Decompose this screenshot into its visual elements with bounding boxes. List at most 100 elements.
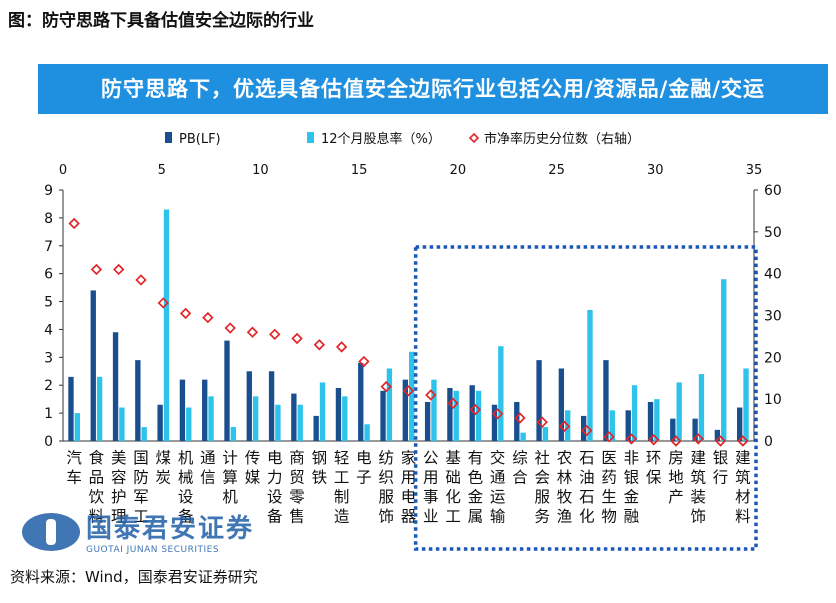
point-pb-percentile <box>224 322 236 334</box>
category-label: 通信 <box>200 449 216 487</box>
category-label: 商贸零售 <box>289 449 305 526</box>
top-axis-tick-label: 35 <box>746 163 763 178</box>
category-label: 公用事业 <box>423 449 439 526</box>
category-label: 计算机 <box>222 449 238 506</box>
bar-dividend <box>208 396 214 441</box>
point-pb-percentile <box>491 408 504 420</box>
highlight-box <box>413 245 758 551</box>
category-label: 食品饮料 <box>89 449 105 526</box>
category-label: 有色金属 <box>468 449 484 526</box>
point-pb-percentile <box>90 263 103 276</box>
left-axis-tick-label: 9 <box>44 183 53 199</box>
point-pb-percentile <box>647 434 660 446</box>
bar-dividend <box>631 385 638 441</box>
category-label: 汽车 <box>66 449 82 487</box>
bar-pb <box>179 379 186 441</box>
point-pb-percentile <box>402 385 415 397</box>
category-label: 电力设备 <box>267 449 283 526</box>
company-logo: 国泰君安证券 GUOTAI JUNAN SECURITIES <box>22 508 254 555</box>
point-pb-percentile <box>737 435 749 447</box>
point-pb-percentile <box>202 311 214 324</box>
bar-pb <box>491 404 498 441</box>
category-label: 轻工制造 <box>334 449 350 526</box>
point-pb-percentile <box>113 263 125 276</box>
right-axis-tick-label: 60 <box>764 183 782 199</box>
bar-pb <box>135 360 141 441</box>
bar-pb <box>424 401 431 441</box>
top-axis-tick-label: 0 <box>59 163 67 178</box>
top-axis-tick-label: 30 <box>647 163 664 178</box>
category-label: 美容护理 <box>111 449 127 526</box>
bar-dividend <box>498 346 504 441</box>
bar-dividend <box>587 309 593 441</box>
bar-pb <box>112 332 119 441</box>
bar-pb <box>670 418 676 441</box>
point-pb-percentile <box>291 332 303 345</box>
top-axis-tick-label: 5 <box>158 163 166 178</box>
bar-dividend <box>297 404 303 441</box>
bar-pb <box>692 418 698 441</box>
category-label: 传媒 <box>245 449 261 487</box>
right-axis-tick-label: 50 <box>764 225 782 241</box>
category-label: 环保 <box>646 449 662 487</box>
category-label: 非银金融 <box>624 449 640 526</box>
category-label: 房地产 <box>668 449 684 506</box>
left-axis-tick-label: 7 <box>44 239 53 255</box>
bar-pb <box>68 376 74 441</box>
category-label: 建筑装饰 <box>691 449 707 526</box>
bar-dividend <box>520 432 526 441</box>
bar-dividend <box>319 382 326 441</box>
bar-dividend <box>275 404 281 441</box>
chart: PB(LF) 12个月股息率（%） 市净率历史分位数（右轴）0 5 10 15 20 25 30… <box>44 131 782 551</box>
point-pb-percentile <box>335 341 348 353</box>
legend-label: 12个月股息率（%） <box>321 131 441 147</box>
point-pb-percentile <box>246 326 259 338</box>
bar-pb <box>447 388 453 441</box>
category-label: 纺织服饰 <box>378 449 394 526</box>
point-pb-percentile <box>670 435 682 447</box>
point-pb-percentile <box>714 435 727 447</box>
point-pb-percentile <box>358 355 370 368</box>
category-label: 基础化工 <box>445 449 461 526</box>
category-label: 石油石化 <box>579 449 595 526</box>
bar-dividend <box>96 376 103 441</box>
category-label: 家用电器 <box>401 449 417 526</box>
point-pb-percentile <box>603 431 615 443</box>
legend-label: PB(LF) <box>179 132 221 147</box>
category-label: 电子 <box>356 449 372 487</box>
left-axis-tick-label: 3 <box>44 350 53 366</box>
point-pb-percentile <box>68 217 80 230</box>
left-axis-tick-label: 0 <box>44 434 53 450</box>
bar-dividend <box>163 209 170 441</box>
bar-dividend <box>342 396 348 441</box>
bar-pb <box>224 340 230 441</box>
bar-dividend <box>453 390 459 441</box>
top-axis-tick-label: 20 <box>450 163 467 178</box>
point-pb-percentile <box>179 307 192 320</box>
bar-pb <box>469 385 475 441</box>
category-label: 农林牧渔 <box>557 449 573 526</box>
legend-swatch-pb <box>165 132 172 143</box>
bar-dividend <box>676 382 682 441</box>
left-axis-tick-label: 5 <box>44 295 53 311</box>
bar-pb <box>625 410 631 441</box>
point-pb-percentile <box>581 424 593 437</box>
bar-dividend <box>74 413 80 441</box>
legend-label: 市净率历史分位数（右轴） <box>484 131 640 147</box>
logo-mark-icon <box>22 512 80 551</box>
bar-pb <box>514 401 520 441</box>
bar-dividend <box>609 410 615 441</box>
bar-pb <box>313 415 319 441</box>
top-axis-tick-label: 25 <box>548 163 565 178</box>
point-pb-percentile <box>514 412 526 424</box>
bar-pb <box>202 379 208 441</box>
bar-pb <box>402 379 408 441</box>
bar-pb <box>603 360 609 441</box>
bar-dividend <box>475 390 482 441</box>
bar-pb <box>647 401 654 441</box>
bar-pb <box>291 393 297 441</box>
right-axis-tick-label: 30 <box>764 309 782 325</box>
right-axis-tick-label: 20 <box>764 350 782 366</box>
chart-banner-title: 防守思路下，优选具备估值安全边际行业包括公用/资源品/金融/交运 <box>38 64 828 114</box>
logo-name-en: GUOTAI JUNAN SECURITIES <box>86 545 220 555</box>
